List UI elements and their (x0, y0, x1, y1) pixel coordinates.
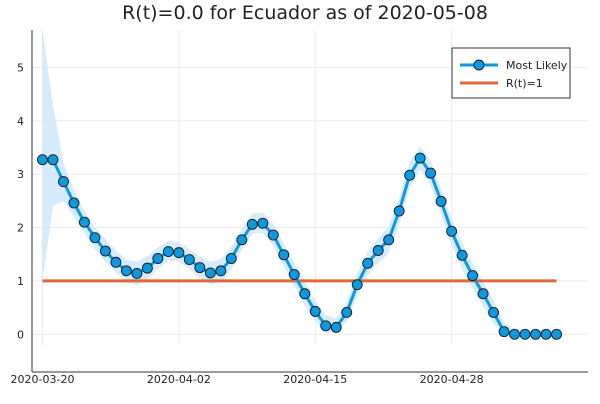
data-point (540, 328, 552, 340)
data-point (152, 253, 164, 264)
y-tick-label: 3 (17, 168, 24, 181)
data-point (351, 279, 363, 291)
legend-label: Most Likely (506, 59, 568, 72)
data-point (414, 152, 426, 164)
axes: 0 1 2 3 4 5 2020-03-20 2020-04-02 2020-04-15 2020… (11, 30, 588, 386)
x-tick-label: 2020-04-02 (147, 373, 211, 386)
legend: Most Likely R(t)=1 (451, 47, 571, 99)
legend-label: R(t)=1 (506, 77, 543, 90)
data-point (183, 254, 195, 266)
data-point (236, 234, 248, 246)
data-point (299, 288, 311, 300)
y-tick-label: 2 (17, 222, 24, 235)
series-line-layer (42, 156, 557, 336)
data-point (498, 326, 510, 338)
data-point (246, 218, 258, 230)
y-tick-label: 5 (17, 61, 24, 74)
data-point (47, 154, 59, 166)
data-point (309, 305, 321, 317)
series-points-layer (37, 152, 562, 340)
x-tick-label: 2020-04-15 (283, 373, 347, 386)
data-point (477, 288, 489, 300)
data-point (89, 232, 101, 244)
data-point (372, 245, 384, 256)
y-tick-label: 4 (17, 115, 24, 128)
data-point (446, 225, 458, 237)
data-point (215, 265, 227, 277)
chart-title: R(t)=0.0 for Ecuador as of 2020-05-08 (122, 2, 488, 24)
data-point (530, 328, 541, 340)
data-point (467, 270, 479, 282)
data-point (278, 249, 290, 261)
data-point (99, 245, 111, 257)
data-point (488, 306, 500, 318)
data-point (194, 262, 206, 274)
data-point (225, 253, 237, 264)
confidence-band-layer (42, 30, 557, 335)
x-tick-label: 2020-04-28 (420, 373, 484, 386)
data-point (204, 267, 216, 279)
data-point (393, 205, 405, 217)
data-point (37, 154, 48, 166)
data-point (110, 256, 122, 268)
data-point (330, 321, 342, 333)
data-point (519, 328, 531, 340)
x-tick-label: 2020-03-20 (11, 373, 75, 386)
legend-swatch-marker (473, 59, 485, 71)
data-point (257, 217, 269, 229)
data-point (68, 197, 80, 209)
data-point (120, 265, 132, 277)
data-point (141, 262, 153, 274)
series-line (42, 156, 557, 336)
data-point (362, 257, 374, 269)
data-point (162, 246, 174, 258)
data-point (58, 176, 69, 188)
data-point (320, 320, 332, 332)
data-point (404, 169, 416, 181)
data-point (267, 229, 279, 241)
data-point (383, 234, 395, 246)
data-point (79, 216, 90, 228)
data-point (456, 249, 468, 261)
data-point (288, 269, 300, 280)
data-point (341, 306, 353, 318)
data-point (425, 167, 437, 179)
y-tick-label: 1 (17, 275, 24, 288)
legend-box (451, 47, 571, 99)
y-tick-label: 0 (17, 328, 24, 341)
data-point (509, 328, 521, 340)
data-point (131, 268, 143, 279)
data-point (435, 195, 447, 207)
confidence-band (42, 30, 557, 335)
data-point (173, 247, 185, 259)
data-point (551, 328, 562, 340)
